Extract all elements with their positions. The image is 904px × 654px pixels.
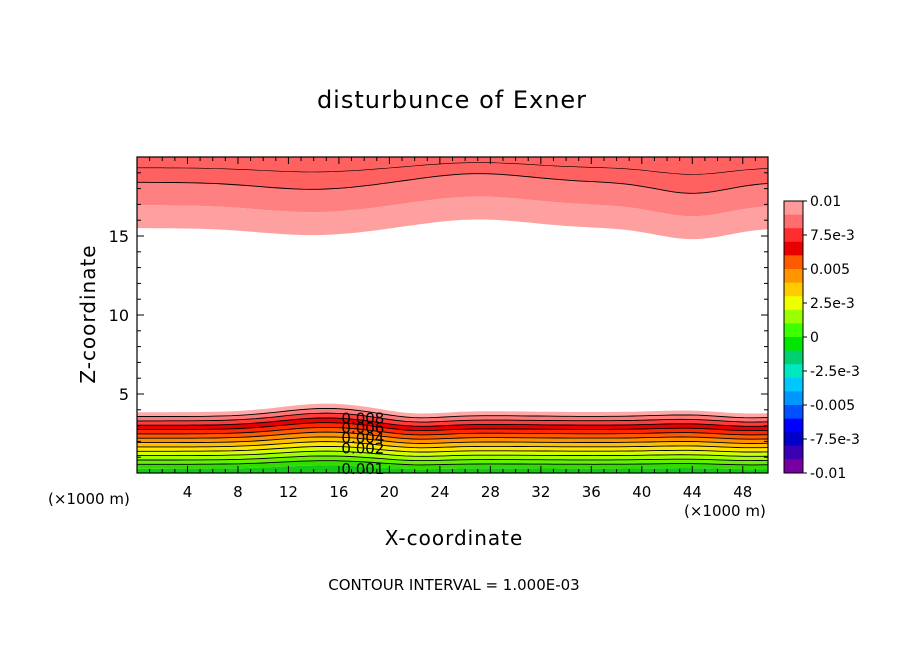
- x-tick-label: 32: [531, 483, 550, 501]
- contour-band-lower: [137, 408, 768, 423]
- contour-line-lower: [137, 460, 768, 466]
- contour-band-upper: [137, 196, 768, 240]
- colorbar-tick-label: 7.5e-3: [810, 228, 855, 244]
- colorbar-swatch: [784, 309, 803, 324]
- contour-band-lower: [137, 417, 768, 431]
- plot-area: [137, 157, 768, 473]
- colorbar-swatch: [784, 418, 803, 433]
- x-tick-label: 8: [233, 483, 243, 501]
- colorbar-swatch: [784, 445, 803, 460]
- x-axis-label: X-coordinate: [384, 526, 524, 550]
- x-tick-label: 28: [481, 483, 500, 501]
- contour-label: 0.004: [341, 429, 384, 447]
- colorbar-swatch: [784, 255, 803, 270]
- colorbar-swatch: [784, 459, 803, 474]
- y-axis-label: Z-coordinate: [76, 244, 100, 384]
- contour-band-lower: [137, 436, 768, 448]
- contour-band-lower: [137, 432, 768, 444]
- x-tick-label: 24: [430, 483, 449, 501]
- contour-band-upper: [137, 157, 768, 194]
- colorbar-swatch: [784, 296, 803, 311]
- x-tick-label: 12: [279, 483, 298, 501]
- contour-line-lower: [137, 431, 768, 440]
- contour-line-lower: [137, 445, 768, 453]
- colorbar-tick-label: -0.01: [810, 466, 846, 482]
- colorbar-swatch: [784, 201, 803, 216]
- colorbar-swatch: [784, 214, 803, 229]
- y-tick-label: 5: [119, 385, 129, 404]
- chart-title: disturbunce of Exner: [316, 86, 588, 114]
- colorbar-swatch: [784, 405, 803, 420]
- colorbar-swatch: [784, 241, 803, 256]
- contour-label: 0.002: [341, 440, 384, 458]
- contour-band-lower: [137, 441, 768, 452]
- colorbar-swatch: [784, 364, 803, 379]
- contour-line-lower: [137, 436, 768, 444]
- contour-band-lower: [137, 413, 768, 427]
- x-tick-label: 48: [733, 483, 752, 501]
- contour-band-upper: [137, 173, 768, 217]
- colorbar-swatch: [784, 228, 803, 243]
- x-unit-label-right: (×1000 m): [684, 502, 766, 520]
- colorbar-swatch: [784, 377, 803, 392]
- contour-interval-note: CONTOUR INTERVAL = 1.000E-03: [328, 576, 580, 594]
- contour-band-lower: [137, 422, 768, 435]
- contour-label: 0.008: [341, 409, 384, 427]
- contour-line-lower: [137, 412, 768, 423]
- contour-line-lower: [137, 441, 768, 449]
- contour-band-lower: [137, 460, 768, 470]
- contour-line-lower: [137, 455, 768, 462]
- colorbar-tick-label: -2.5e-3: [810, 364, 860, 380]
- contour-label: 0.006: [341, 419, 384, 437]
- colorbar-swatch: [784, 269, 803, 284]
- contour-band-lower: [137, 403, 768, 418]
- colorbar-tick-label: 2.5e-3: [810, 296, 855, 312]
- colorbar-swatch: [784, 337, 803, 352]
- contour-line-lower: [137, 407, 768, 419]
- contour-line-lower: [137, 422, 768, 432]
- colorbar-tick-label: 0: [810, 330, 819, 346]
- contour-line-upper: [137, 162, 768, 175]
- x-tick-label: 40: [632, 483, 651, 501]
- x-tick-label: 16: [329, 483, 348, 501]
- contour-line-lower: [137, 450, 768, 457]
- colorbar-swatch: [784, 391, 803, 406]
- contour-band-lower: [137, 427, 768, 440]
- colorbar-tick-label: 0.005: [810, 262, 850, 278]
- colorbar-swatch: [784, 323, 803, 338]
- x-tick-label: 20: [380, 483, 399, 501]
- colorbar-tick-label: 0.01: [810, 194, 841, 210]
- colorbar: 0.01 7.5e-3 0.005 2.5e-3 0 -2.5e-3 -0.005 -7.5e…: [783, 194, 860, 482]
- colorbar-swatch: [784, 432, 803, 447]
- contour-line-lower: [137, 426, 768, 436]
- x-tick-label: 44: [683, 483, 702, 501]
- y-tick-label: 10: [109, 306, 129, 325]
- y-tick-label: 15: [109, 227, 129, 246]
- contour-line-lower: [137, 417, 768, 427]
- colorbar-swatch: [784, 350, 803, 365]
- x-tick-label: 4: [183, 483, 193, 501]
- x-tick-label: 36: [582, 483, 601, 501]
- contour-line-upper: [137, 173, 768, 194]
- colorbar-tick-label: -0.005: [810, 398, 855, 414]
- x-unit-label-left: (×1000 m): [48, 490, 130, 508]
- colorbar-swatch: [784, 282, 803, 297]
- contour-label: 0.001: [341, 460, 384, 478]
- colorbar-tick-label: -7.5e-3: [810, 432, 860, 448]
